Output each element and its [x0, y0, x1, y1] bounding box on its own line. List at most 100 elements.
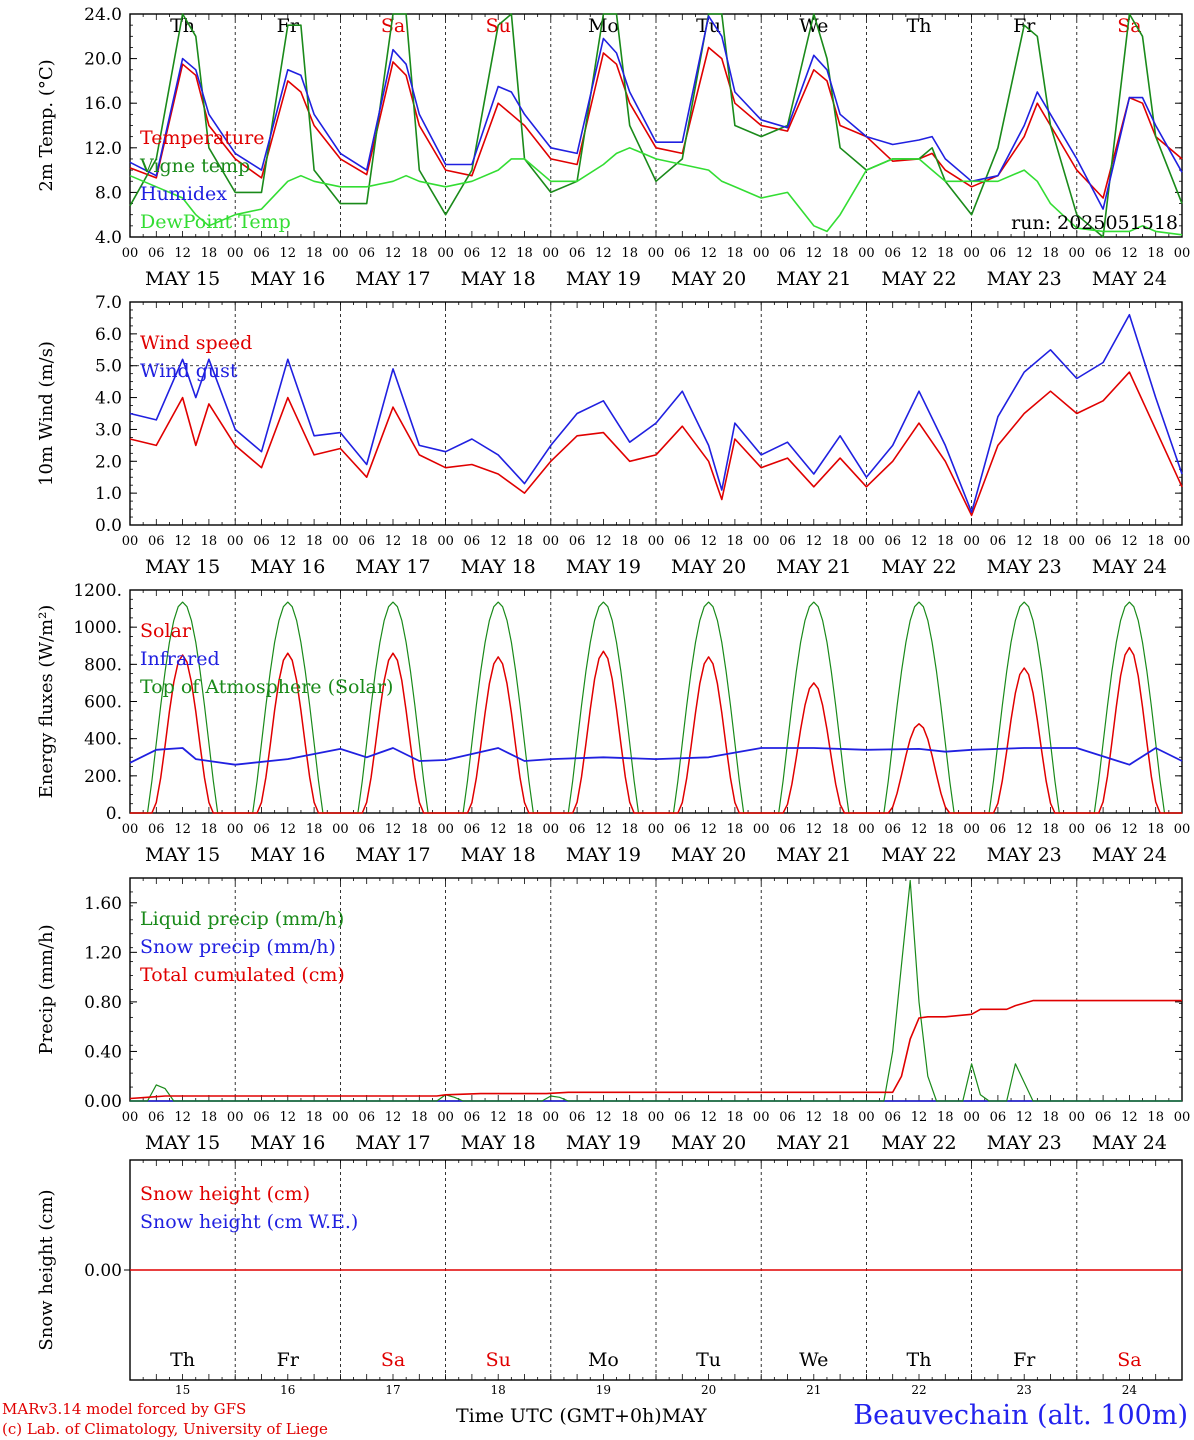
y-tick-label: 0.00 [84, 1261, 122, 1281]
hour-tick-label: 18 [201, 534, 218, 549]
hour-tick-label: 00 [122, 534, 139, 549]
hour-tick-label: 06 [674, 1110, 691, 1125]
hour-tick-label: 00 [1069, 822, 1086, 837]
day-of-week-label: Mo [588, 15, 619, 37]
date-label: MAY 20 [671, 268, 746, 290]
hour-tick-label: 00 [858, 534, 875, 549]
date-label: MAY 18 [461, 1132, 536, 1154]
hour-tick-label: 18 [937, 534, 954, 549]
legend-entry: Wind speed [140, 332, 252, 354]
y-tick-label: 0.00 [84, 1092, 122, 1112]
y-tick-label: 7.0 [95, 293, 122, 313]
series-humidex [129, 15, 1183, 210]
hour-tick-label: 18 [516, 246, 533, 261]
hour-tick-label: 18 [516, 822, 533, 837]
hour-tick-label: 06 [253, 1110, 270, 1125]
date-label: MAY 15 [145, 844, 220, 866]
hour-tick-label: 18 [621, 534, 638, 549]
date-label: MAY 20 [671, 844, 746, 866]
hour-tick-label: 06 [358, 822, 375, 837]
hour-tick-label: 06 [1095, 822, 1112, 837]
legend-entry: Infrared [140, 648, 220, 670]
hour-tick-label: 00 [1174, 534, 1191, 549]
hour-tick-label: 00 [963, 1110, 980, 1125]
hour-tick-label: 12 [700, 1110, 717, 1125]
hour-tick-label: 00 [1069, 1110, 1086, 1125]
hour-tick-label: 18 [937, 1110, 954, 1125]
hour-tick-label: 06 [884, 246, 901, 261]
wind-ylabel: 10m Wind (m/s) [36, 341, 57, 486]
hour-tick-label: 12 [385, 246, 402, 261]
series-infrared [129, 747, 1183, 766]
hour-tick-label: 00 [753, 534, 770, 549]
hour-tick-label: 06 [569, 246, 586, 261]
date-label: MAY 19 [566, 1132, 641, 1154]
legend-entry: Snow height (cm) [140, 1183, 310, 1205]
date-label: MAY 18 [461, 268, 536, 290]
hour-tick-label: 06 [990, 246, 1007, 261]
day-of-week-label: Th [170, 15, 195, 37]
hour-tick-label: 12 [490, 1110, 507, 1125]
day-of-week-label: We [799, 15, 828, 37]
day-number-label: 18 [491, 1383, 506, 1397]
hour-tick-label: 00 [122, 246, 139, 261]
series-wind-speed [129, 371, 1183, 517]
hour-tick-label: 18 [727, 246, 744, 261]
legend-entry: Liquid precip (mm/h) [140, 908, 344, 930]
hour-tick-label: 00 [1174, 822, 1191, 837]
hour-tick-label: 00 [332, 1110, 349, 1125]
hour-tick-label: 12 [280, 822, 297, 837]
hour-tick-label: 06 [884, 822, 901, 837]
hour-tick-label: 00 [753, 822, 770, 837]
hour-tick-label: 06 [464, 1110, 481, 1125]
day-of-week-label: Th [907, 1349, 932, 1371]
y-tick-label: 0.0 [95, 516, 122, 536]
y-tick-label: 400. [84, 730, 122, 750]
day-of-week-label: Sa [1117, 1349, 1141, 1371]
hour-tick-label: 18 [727, 1110, 744, 1125]
y-tick-label: 12.0 [84, 139, 122, 159]
y-tick-label: 20.0 [84, 50, 122, 70]
hour-tick-label: 12 [1121, 246, 1138, 261]
series-vigne-temp [129, 13, 1183, 238]
hour-tick-label: 06 [148, 534, 165, 549]
date-label: MAY 19 [566, 556, 641, 578]
day-of-week-label: Tu [696, 1349, 721, 1371]
date-label: MAY 17 [355, 268, 430, 290]
hour-tick-label: 12 [490, 822, 507, 837]
hour-tick-label: 18 [516, 1110, 533, 1125]
hour-tick-label: 18 [621, 246, 638, 261]
hour-tick-label: 00 [648, 1110, 665, 1125]
hour-tick-label: 18 [1042, 534, 1059, 549]
hour-tick-label: 00 [648, 822, 665, 837]
hour-tick-label: 18 [621, 1110, 638, 1125]
day-of-week-label: Su [486, 1349, 511, 1371]
y-tick-label: 2.0 [95, 452, 122, 472]
date-label: MAY 15 [145, 268, 220, 290]
hour-tick-label: 06 [253, 534, 270, 549]
date-label: MAY 21 [776, 268, 851, 290]
energy-ylabel: Energy fluxes (W/m²) [36, 605, 57, 799]
day-of-week-label: Fr [1013, 1349, 1036, 1371]
y-tick-label: 0. [106, 804, 122, 824]
y-tick-label: 1200. [73, 581, 122, 601]
hour-tick-label: 00 [122, 1110, 139, 1125]
hour-tick-label: 06 [464, 534, 481, 549]
hour-tick-label: 06 [148, 822, 165, 837]
legend-entry: Snow precip (mm/h) [140, 936, 336, 958]
y-tick-label: 1.60 [84, 894, 122, 914]
date-label: MAY 23 [987, 556, 1062, 578]
model-credit: MARv3.14 model forced by GFS [2, 1400, 247, 1418]
date-label: MAY 17 [355, 1132, 430, 1154]
hour-tick-label: 00 [963, 822, 980, 837]
series-temperature [129, 46, 1183, 199]
hour-tick-label: 06 [779, 534, 796, 549]
legend-entry: Snow height (cm W.E.) [140, 1211, 358, 1233]
hour-tick-label: 18 [411, 822, 428, 837]
day-of-week-label: Sa [381, 1349, 405, 1371]
hour-tick-label: 00 [963, 534, 980, 549]
date-label: MAY 19 [566, 268, 641, 290]
hour-tick-label: 00 [332, 534, 349, 549]
hour-tick-label: 18 [937, 822, 954, 837]
hour-tick-label: 12 [174, 246, 191, 261]
